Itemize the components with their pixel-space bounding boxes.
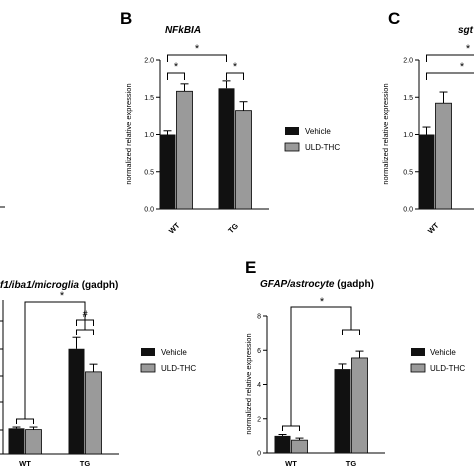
panel-b-bar-wt-vehicle (159, 134, 176, 209)
panel-d-title: f1/iba1/microglia (gadph) (0, 280, 118, 291)
panel-e-bar-tg-uld-thc (351, 357, 368, 454)
panel-b-legend-uld: ULD-THC (305, 143, 340, 152)
panel-e-legend-uld-swatch (410, 363, 426, 373)
panel-d-sig-bracket-all (24, 301, 86, 419)
panel-b-bar-wt-uld-thc (176, 90, 193, 210)
panel-b-sig-all: * (195, 43, 200, 55)
panel-b-ytick-label: 0.0 (144, 207, 154, 214)
panel-e-title-gene: GFAP/astrocyte (260, 279, 335, 290)
panel-d-category-label: TG (80, 459, 91, 468)
panel-d-bar-wt-vehicle (8, 428, 25, 454)
panel-b-bar-tg-uld-thc (235, 110, 252, 210)
panel-d-title-gene: f1/iba1/microglia (0, 280, 79, 291)
panel-e-ytick-label: 0 (257, 451, 261, 458)
panel-d-group-bracket-wt (16, 418, 34, 424)
panel-e-group-bracket-wt (282, 425, 300, 431)
panel-e-bar-wt-uld-thc (291, 439, 308, 454)
panel-b-sig-bracket-all (167, 54, 227, 62)
panel-e-group-bracket-tg (342, 329, 360, 335)
panel-e-category-label: WT (285, 459, 297, 468)
panel-d-group-bracket-tg (76, 329, 94, 335)
panel-e-sig-all: * (320, 296, 325, 308)
panel-b-legend-uld-swatch (284, 142, 300, 152)
panel-b-ytick-label: 1.5 (144, 95, 154, 102)
panel-d-legend-uld-swatch (140, 363, 156, 373)
panel-c-ytick-label: 0.0 (403, 207, 413, 214)
panel-b: B NFkBIA normalized relative expression … (120, 9, 340, 236)
panel-d-sig-tg: # (82, 309, 88, 319)
panel-c-sig-1: * (460, 61, 465, 73)
panel-e-ylabel: normalized relative expression (244, 333, 253, 434)
panel-e: E GFAP/astrocyte (gadph) normalized rela… (244, 258, 465, 468)
panel-b-ytick-label: 2.0 (144, 58, 154, 65)
panel-e-legend-vehicle: Vehicle (430, 348, 456, 357)
panel-d-plot: WT TG * # (0, 290, 119, 468)
panel-b-plot: 0.0 0.5 1.0 1.5 2.0 WT TG * * * (144, 43, 269, 236)
panel-b-legend-vehicle: Vehicle (305, 127, 331, 136)
panel-e-legend-uld: ULD-THC (430, 364, 465, 373)
panel-b-bar-tg-vehicle (218, 88, 235, 209)
panel-e-title-ref: (gadph) (334, 279, 373, 290)
panel-b-sig-bracket-wt (167, 72, 185, 80)
panel-e-ytick-label: 6 (257, 348, 261, 355)
panel-d-sig-bracket-tg (76, 319, 94, 326)
panel-e-category-label: TG (346, 459, 357, 468)
panel-c-bar-wt-uld-thc (435, 102, 452, 210)
panel-e-ytick-label: 4 (257, 382, 261, 389)
panel-e-title: GFAP/astrocyte (gadph) (260, 279, 374, 290)
panel-e-sig-bracket-all (290, 306, 352, 426)
panel-b-category-label: TG (226, 221, 240, 235)
panel-e-ytick-label: 8 (257, 314, 261, 321)
panel-c-sig-bracket-1 (426, 72, 474, 80)
panel-b-sig-wt: * (174, 61, 179, 73)
panel-c-ytick-label: 2.0 (403, 58, 413, 65)
panel-b-sig-bracket-tg (226, 72, 244, 80)
panel-c-bar-wt-vehicle (418, 134, 435, 209)
panel-d-bar-wt-uld-thc (25, 429, 42, 455)
panel-d-bar-tg-uld-thc (85, 371, 102, 455)
panel-e-bar-tg-vehicle (334, 369, 351, 453)
panel-c-ylabel: normalized relative expression (381, 83, 390, 184)
panel-d-legend-vehicle-swatch (141, 348, 155, 356)
panel-c-category-label: WT (426, 221, 441, 236)
panel-d-title-ref: (gadph) (79, 280, 118, 291)
panel-c-ytick-label: 0.5 (403, 169, 413, 176)
panel-b-ylabel: normalized relative expression (124, 83, 133, 184)
panel-b-legend-vehicle-swatch (285, 127, 299, 135)
panel-c-ytick-label: 1.0 (403, 132, 413, 139)
panel-d: f1/iba1/microglia (gadph) WT TG * # Vehicle… (0, 280, 196, 468)
panel-e-plot: 0 2 4 6 8 WT TG * (257, 296, 385, 468)
panel-c: C sgt normalized relative expression 0.0… (381, 9, 474, 236)
panel-b-title: NFkBIA (165, 25, 201, 36)
panel-b-letter: B (120, 9, 132, 28)
panel-d-bar-tg-vehicle (68, 348, 85, 454)
panel-c-letter: C (388, 9, 400, 28)
panel-c-plot: 0.0 0.5 1.0 1.5 2.0 WT ** (403, 43, 474, 236)
panel-b-ytick-label: 1.0 (144, 132, 154, 139)
panel-c-title: sgt (458, 25, 474, 36)
panel-c-sig-2: * (466, 43, 471, 55)
panel-d-legend-uld: ULD-THC (161, 364, 196, 373)
panel-e-ytick-label: 2 (257, 416, 261, 423)
panel-d-category-label: WT (19, 459, 31, 468)
panel-c-sig-bracket-2 (426, 54, 474, 62)
panel-b-ytick-label: 0.5 (144, 169, 154, 176)
panel-d-legend-vehicle: Vehicle (161, 348, 187, 357)
panel-d-sig-all: * (60, 290, 65, 302)
panel-b-category-label: WT (167, 221, 182, 236)
panel-e-bar-wt-vehicle (274, 435, 291, 453)
panel-e-letter: E (245, 258, 256, 277)
panel-b-sig-tg: * (233, 61, 238, 73)
panel-c-ytick-label: 1.5 (403, 95, 413, 102)
panel-e-legend-vehicle-swatch (411, 348, 425, 356)
